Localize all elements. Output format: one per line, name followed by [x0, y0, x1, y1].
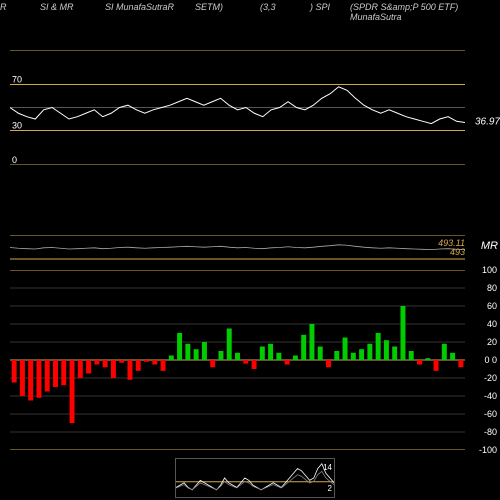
- svg-text:0: 0: [12, 155, 17, 165]
- rsi-chart: 10070300: [10, 50, 465, 165]
- chart-header: R SI & MR SI MunafaSutraR SETM) (3,3 ) S…: [0, 2, 500, 16]
- header-item-1: SI & MR: [40, 2, 74, 12]
- header-item-2: SI MunafaSutraR: [105, 2, 174, 12]
- svg-text:70: 70: [12, 75, 22, 85]
- price-panel: 493.11 493: [10, 235, 465, 260]
- mini-label-bottom: 2: [328, 484, 332, 493]
- svg-text:30: 30: [12, 121, 22, 131]
- rsi-panel: 10070300 36.97: [10, 50, 465, 165]
- mini-label-top: 14: [323, 463, 332, 472]
- rsi-current-value: 36.97: [475, 117, 500, 128]
- header-item-5: ) SPI: [310, 2, 330, 12]
- header-item-3: SETM): [195, 2, 223, 12]
- price-strip: [10, 235, 465, 260]
- mr-panel: 100806040200 0-20-40-60-80-100: [10, 270, 465, 450]
- header-item-6: (SPDR S&amp;P 500 ETF) MunafaSutra: [350, 2, 500, 22]
- mr-chart: [10, 270, 465, 450]
- mr-label: MR: [481, 240, 498, 252]
- price-value-2: 493: [450, 247, 465, 257]
- header-item-0: R: [0, 2, 7, 12]
- mini-chart: [176, 459, 334, 497]
- header-item-4: (3,3: [260, 2, 276, 12]
- mini-panel: 14 2: [175, 458, 335, 498]
